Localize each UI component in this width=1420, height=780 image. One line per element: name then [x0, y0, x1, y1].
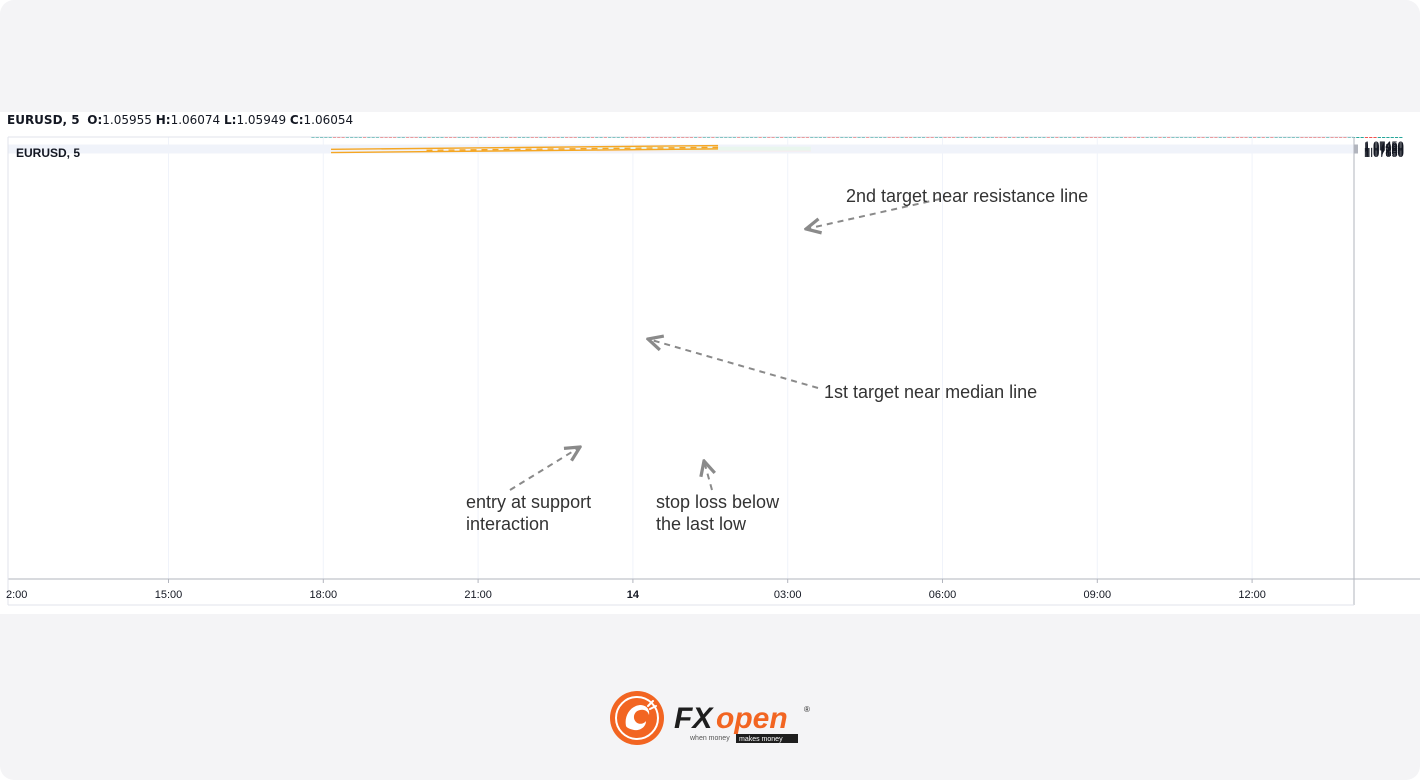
price-tick-label: 1.07300	[1364, 143, 1404, 155]
annotation-stop-line2: the last low	[656, 514, 747, 534]
channel-lower-line[interactable]	[331, 148, 719, 154]
low-label: L:	[224, 113, 237, 127]
registered-mark: ®	[804, 705, 810, 714]
candle-up	[1377, 137, 1381, 138]
chart-symbol-title: EURUSD, 5	[16, 146, 80, 160]
channel-upper-line[interactable]	[331, 144, 719, 151]
price-tick-label: 1.07100	[1364, 147, 1404, 159]
brand-fx-text: FX	[674, 702, 714, 735]
price-axis-labels: 1.074501.074001.073501.073001.072501.072…	[1354, 140, 1404, 160]
price-tick-label: 1.07050	[1364, 148, 1404, 160]
candle-down	[1373, 137, 1377, 138]
candle-up	[1360, 137, 1364, 138]
price-tick-label: 1.07400	[1364, 141, 1404, 153]
high-value: 1.06074	[170, 113, 221, 127]
candle-up	[1356, 137, 1360, 138]
arrow-1st-target	[648, 339, 819, 389]
candle-up	[1399, 137, 1403, 138]
tagline-when-money: when money	[689, 735, 730, 742]
annotation-stop-line1: stop loss below	[656, 492, 780, 512]
arrow-entry	[509, 447, 580, 491]
candle-down	[1369, 137, 1373, 138]
tagline-makes-money: makes money	[739, 736, 783, 743]
candle-up	[1390, 137, 1394, 138]
symbol-label: EURUSD, 5	[7, 113, 80, 127]
close-label: C:	[289, 113, 304, 127]
channel-median-line[interactable]	[426, 146, 719, 151]
annotation-1st-target: 1st target near median line	[824, 382, 1037, 402]
open-value: 1.05955	[102, 113, 152, 127]
time-tick-label: 03:00	[774, 589, 802, 601]
low-value: 1.05949	[236, 113, 287, 127]
high-label: H:	[155, 113, 171, 127]
candle-up	[1382, 137, 1386, 138]
arrow-2nd-target	[806, 198, 941, 229]
time-tick-label: 18:00	[310, 589, 338, 601]
time-tick-label: 09:00	[1084, 589, 1112, 601]
price-tick-label: 1.07250	[1364, 144, 1404, 156]
price-tick-label: 1.07200	[1364, 145, 1404, 157]
price-channel	[331, 144, 719, 154]
candle-up	[1394, 137, 1399, 138]
time-tick-label: 12:00	[1238, 589, 1266, 601]
brand-open-text: open	[716, 702, 788, 735]
ohlc-legend: EURUSD, 5 O:1.05955 H:1.06074 L:1.05949 …	[7, 113, 353, 131]
annotation-entry-line2: interaction	[466, 514, 549, 534]
close-value: 1.06054	[303, 113, 354, 127]
price-tick-label: 1.07150	[1364, 146, 1404, 158]
stop-loss-zone	[596, 150, 811, 152]
arrow-stop-loss	[704, 461, 712, 491]
price-tick-label: 1.07350	[1364, 142, 1404, 154]
time-tick-label: 14	[627, 589, 640, 601]
time-tick-label: 06:00	[929, 589, 957, 601]
annotation-entry-line1: entry at support	[466, 492, 591, 512]
time-tick-label: 21:00	[464, 589, 492, 601]
dragon-emblem-icon	[610, 691, 664, 745]
open-label: O:	[87, 113, 103, 127]
chart-panel	[0, 112, 1420, 614]
axes	[7, 136, 1420, 606]
time-axis-labels: 2:00 15:00 18:00 21:00 14 03:00 06:00 09:00 12:0…	[6, 579, 1266, 601]
fxopen-logo[interactable]: FX open ® when money makes money	[608, 688, 818, 748]
candle-down	[1364, 137, 1369, 138]
time-tick-label: 15:00	[155, 589, 183, 601]
candle-up	[1386, 137, 1390, 138]
time-tick-label: 2:00	[6, 589, 27, 601]
annotations: 2nd target near resistance line 1st targ…	[466, 186, 1088, 534]
annotation-2nd-target: 2nd target near resistance line	[846, 186, 1088, 206]
grid	[8, 137, 1354, 579]
price-tick-label: 1.07450	[1364, 140, 1404, 152]
